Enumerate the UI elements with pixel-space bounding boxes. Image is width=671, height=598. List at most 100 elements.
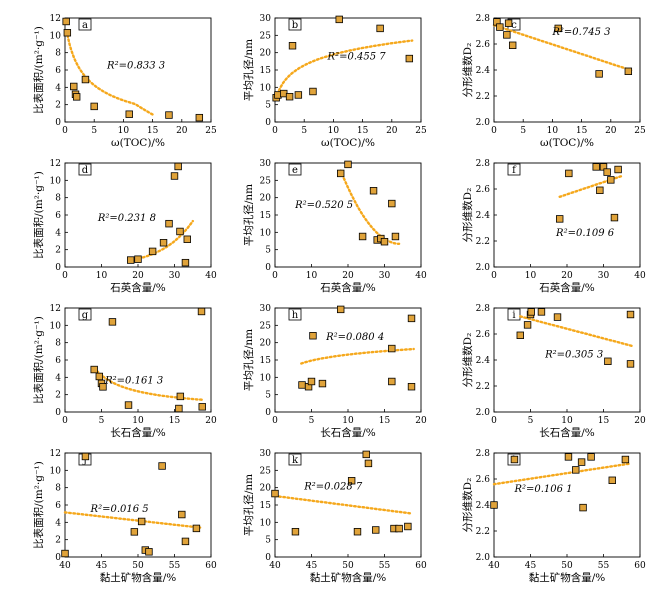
y-tick-label: 10 bbox=[50, 321, 62, 331]
x-tick-label: 10 bbox=[342, 416, 354, 426]
y-tick-label: 30 bbox=[260, 449, 272, 459]
x-tick-label: 20 bbox=[176, 126, 188, 136]
x-tick-label: 20 bbox=[205, 416, 217, 426]
y-tick-label: 10 bbox=[260, 228, 272, 238]
data-point bbox=[527, 308, 535, 316]
y-tick-label: 15 bbox=[260, 211, 272, 221]
y-tick-label: 2.4 bbox=[476, 356, 491, 366]
trend-line bbox=[63, 511, 202, 529]
data-point bbox=[309, 87, 317, 96]
y-tick-label: 2.2 bbox=[476, 237, 490, 247]
data-point bbox=[158, 462, 166, 470]
y-tick-label: 30 bbox=[260, 159, 272, 169]
data-point bbox=[553, 313, 562, 321]
y-tick-label: 0 bbox=[265, 263, 271, 273]
y-tick-label: 2.2 bbox=[476, 382, 490, 392]
x-tick-label: 40 bbox=[205, 271, 217, 281]
x-tick-label: 25 bbox=[634, 126, 646, 136]
data-point bbox=[490, 501, 498, 509]
data-point bbox=[192, 524, 201, 533]
data-point bbox=[603, 168, 611, 176]
y-tick-label: 8 bbox=[55, 194, 61, 204]
y-axis-label: 平均孔径/nm bbox=[242, 474, 255, 536]
y-tick-label: 25 bbox=[260, 176, 272, 186]
y-tick-label: 2.8 bbox=[476, 449, 491, 459]
data-point bbox=[577, 458, 586, 466]
y-tick-label: 12 bbox=[50, 14, 61, 24]
chart-panel-g: 0 5 10 15 20 0 2 4 6 8 10 12 长石含量/% 比表面积/(m²·g⁻¹) g R²=… bbox=[32, 304, 217, 439]
y-tick-label: 15 bbox=[260, 356, 272, 366]
data-point bbox=[127, 256, 135, 264]
x-tick-label: 10 bbox=[132, 416, 144, 426]
x-tick-label: 20 bbox=[634, 416, 646, 426]
y-tick-label: 2.6 bbox=[476, 330, 491, 340]
y-tick-label: 0 bbox=[55, 118, 61, 128]
y-tick-label: 5 bbox=[265, 391, 271, 401]
x-tick-label: 5 bbox=[91, 126, 97, 136]
y-axis-label: 分形维数D₂ bbox=[461, 478, 474, 533]
data-point bbox=[405, 54, 414, 63]
data-point bbox=[134, 255, 142, 263]
trend-line bbox=[492, 23, 633, 72]
y-tick-label: 10 bbox=[50, 176, 62, 186]
y-tick-label: 2.8 bbox=[476, 159, 491, 169]
x-tick-label: 5 bbox=[309, 416, 315, 426]
data-point bbox=[523, 321, 532, 329]
data-point bbox=[62, 17, 70, 26]
y-tick-label: 20 bbox=[260, 49, 272, 59]
panel-letter-box bbox=[78, 163, 92, 176]
y-tick-label: 8 bbox=[55, 339, 61, 349]
chart-panel-k: 40 45 50 55 60 0 5 10 15 20 25 30 黏土矿物含量/% 平均孔径/nm k R²… bbox=[242, 449, 427, 584]
x-tick-label: 40 bbox=[488, 561, 500, 571]
data-point bbox=[388, 344, 396, 353]
y-axis-label: 分形维数D₂ bbox=[461, 43, 474, 98]
data-point bbox=[183, 235, 191, 243]
panel-letter-box bbox=[288, 308, 302, 321]
panel-letter: k bbox=[292, 455, 299, 466]
plot-frame bbox=[274, 162, 422, 268]
x-tick-label: 15 bbox=[598, 416, 610, 426]
panel-letter: d bbox=[82, 165, 89, 176]
data-point bbox=[372, 526, 380, 534]
panel-letter: i bbox=[512, 310, 515, 321]
y-tick-label: 2.8 bbox=[476, 304, 491, 314]
x-axis-label: ω(TOC)/% bbox=[540, 137, 594, 149]
panel-letter: a bbox=[82, 20, 88, 31]
data-point bbox=[614, 165, 622, 174]
x-tick-label: 0 bbox=[62, 271, 68, 281]
x-tick-label: 50 bbox=[561, 561, 573, 571]
y-tick-label: 6 bbox=[55, 211, 61, 221]
y-tick-label: 6 bbox=[55, 356, 61, 366]
data-point bbox=[556, 215, 564, 223]
y-tick-label: 10 bbox=[260, 83, 272, 93]
panel-letter: h bbox=[292, 310, 299, 321]
panel-letter: f bbox=[512, 165, 517, 176]
x-axis-label: 石英含量/% bbox=[539, 281, 595, 294]
data-point bbox=[197, 307, 206, 316]
chart-panel-a: 0 5 10 15 20 25 0 2 4 6 8 10 12 ω(TOC)/% 比表面积/(m²·g⁻¹)… bbox=[32, 14, 217, 149]
data-point bbox=[294, 91, 303, 99]
x-tick-label: 0 bbox=[62, 126, 68, 136]
data-point bbox=[336, 169, 345, 178]
y-tick-label: 0 bbox=[265, 118, 271, 128]
panel-letter-box bbox=[288, 18, 302, 31]
chart-panel-j: 40 45 50 55 60 0 2 4 6 8 10 12 黏土矿物含量/% 比表面积/(m²·g⁻¹)… bbox=[32, 449, 217, 584]
chart-panel-d: 0 10 20 30 40 0 2 4 6 8 10 12 石英含量/% 比表面积/(m²·g⁻¹) d R²… bbox=[32, 159, 217, 294]
data-point bbox=[63, 29, 72, 37]
data-point bbox=[108, 318, 117, 326]
y-tick-label: 2.2 bbox=[476, 527, 490, 537]
y-tick-label: 2.2 bbox=[476, 92, 490, 102]
y-axis-label: 比表面积/(m²·g⁻¹) bbox=[32, 461, 45, 549]
data-point bbox=[176, 392, 185, 401]
data-point bbox=[137, 517, 146, 526]
panel-letter: c bbox=[511, 20, 517, 31]
x-tick-label: 50 bbox=[132, 561, 144, 571]
x-tick-label: 0 bbox=[272, 416, 278, 426]
y-axis-label: 平均孔径/nm bbox=[242, 39, 255, 101]
x-tick-label: 20 bbox=[605, 126, 617, 136]
data-point bbox=[124, 401, 133, 409]
y-axis-label: 比表面积/(m²·g⁻¹) bbox=[32, 316, 45, 404]
data-point bbox=[90, 102, 98, 111]
y-tick-label: 2.6 bbox=[476, 475, 491, 485]
x-tick-label: 15 bbox=[379, 416, 391, 426]
